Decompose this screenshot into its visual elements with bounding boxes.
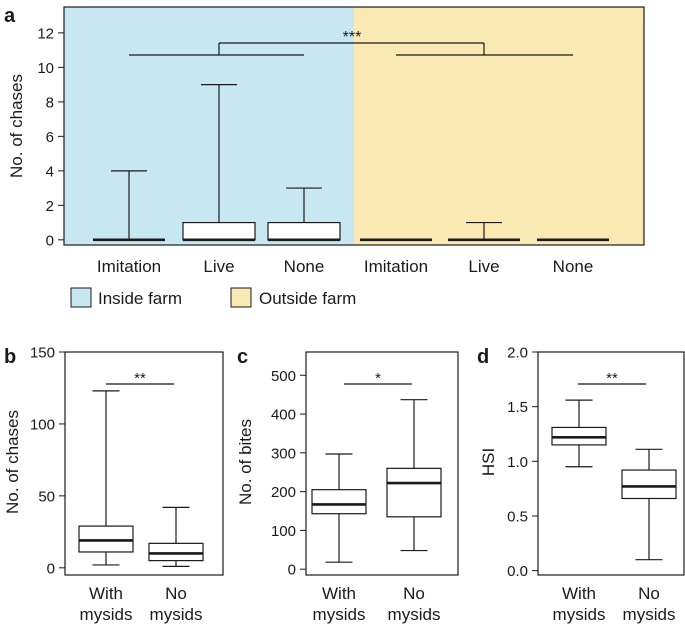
panel-b-ytick-label: 100 xyxy=(30,416,55,433)
outside-farm-background xyxy=(354,7,644,245)
panel-b-ytick-label: 0 xyxy=(47,560,55,577)
panel-b-x2-line1: No xyxy=(165,584,187,603)
panel-c-box-1 xyxy=(386,399,442,552)
panel-a-xtick-label: Imitation xyxy=(97,257,161,276)
panel-c-letter: c xyxy=(237,346,248,368)
legend-label-inside-farm: Inside farm xyxy=(98,289,182,308)
panel-a-xtick-label: Live xyxy=(203,257,234,276)
panel-a-ytick-label: 10 xyxy=(37,60,54,77)
panel-a-ytick-label: 0 xyxy=(46,232,54,249)
panel-b-ytick-label: 50 xyxy=(38,488,55,505)
panel-a-xtick-label: None xyxy=(553,257,594,276)
panel-b-frame xyxy=(64,351,224,576)
panel-c-x2-line2: mysids xyxy=(388,605,441,624)
panel-a-yticks: 0 2 4 6 8 10 12 xyxy=(37,25,64,249)
panel-a-box-0 xyxy=(93,170,165,242)
legend-swatch-outside-farm xyxy=(230,287,252,308)
panel-a-xtick-label: Imitation xyxy=(364,257,428,276)
panel-b-boxes xyxy=(78,390,204,567)
panel-b-x2-line2: mysids xyxy=(150,605,203,624)
panel-d: d HSI 0.00.51.01.52.0 ** With mysids No … xyxy=(477,345,685,624)
iqr-box xyxy=(182,221,256,241)
panel-a-ytick-label: 8 xyxy=(46,94,54,111)
panel-d-yticks: 0.0 0.5 1.0 1.5 2.0 xyxy=(507,345,538,580)
panel-a-box-1 xyxy=(182,84,256,242)
panel-d-ytick-label: 1.5 xyxy=(507,399,528,416)
panel-b-yticks: 0 50 100 150 xyxy=(30,345,65,577)
panel-b-significance-label: ** xyxy=(134,370,146,387)
iqr-box xyxy=(267,221,341,241)
panel-b-letter: b xyxy=(4,346,16,368)
panel-d-x1-line1: With xyxy=(562,584,596,603)
panel-a: a No. of chases 0 2 4 6 8 10 12 Imitation Live N… xyxy=(4,5,645,308)
panel-c-ytick-label: 500 xyxy=(271,368,296,385)
panel-d-letter: d xyxy=(477,346,489,368)
panel-c-yticks: 0 100 200 300 400 500 xyxy=(271,368,306,579)
panel-b-ytick-label: 150 xyxy=(30,345,55,362)
iqr-box xyxy=(386,467,442,518)
panel-c-x1-line1: With xyxy=(322,584,356,603)
panel-d-ytick-label: 1.0 xyxy=(507,454,528,471)
panel-c-box-0 xyxy=(311,453,367,563)
panel-a-ytick-label: 2 xyxy=(46,198,54,215)
iqr-box xyxy=(621,469,677,500)
panel-c-ytick-label: 300 xyxy=(271,445,296,462)
panel-c-ytick-label: 200 xyxy=(271,484,296,501)
iqr-box xyxy=(78,525,134,553)
panel-c-ylabel: No. of bites xyxy=(236,419,255,505)
panel-b-x1-line2: mysids xyxy=(80,605,133,624)
iqr-box xyxy=(311,489,367,515)
panel-c: c No. of bites 0 100 200 300 400 500 * With m… xyxy=(236,346,459,624)
panel-b-x1-line1: With xyxy=(89,584,123,603)
panel-a-ylabel: No. of chases xyxy=(7,74,26,178)
panel-c-boxes xyxy=(311,399,442,563)
panel-c-ytick-label: 100 xyxy=(271,523,296,540)
panel-a-significance-bracket: *** xyxy=(129,29,573,56)
panel-c-ytick-label: 400 xyxy=(271,407,296,424)
legend-label-outside-farm: Outside farm xyxy=(259,289,356,308)
iqr-box xyxy=(148,542,204,562)
panel-d-ytick-label: 0.0 xyxy=(507,563,528,580)
legend: Inside farm Outside farm xyxy=(70,287,356,308)
panel-c-x1-line2: mysids xyxy=(313,605,366,624)
inside-farm-background xyxy=(64,7,354,245)
panel-a-box-2 xyxy=(267,187,341,242)
panel-a-xlabels: Imitation Live None Imitation Live None xyxy=(97,257,593,276)
panel-c-frame xyxy=(305,351,459,576)
panel-d-frame xyxy=(537,351,685,576)
panel-a-xtick-label: Live xyxy=(468,257,499,276)
panel-d-x1-line2: mysids xyxy=(553,605,606,624)
panel-c-x2-line1: No xyxy=(403,584,425,603)
panel-d-significance-label: ** xyxy=(606,370,618,387)
panel-d-ylabel: HSI xyxy=(479,448,498,476)
panel-a-significance-label: *** xyxy=(343,29,362,46)
panel-a-box-4 xyxy=(448,221,520,242)
panel-d-x2-line1: No xyxy=(638,584,660,603)
panel-b-box-0 xyxy=(78,390,134,566)
panel-a-boxes xyxy=(93,84,609,242)
panel-b-ylabel: No. of chases xyxy=(3,410,22,514)
panel-a-letter: a xyxy=(4,5,16,27)
panel-c-significance-label: * xyxy=(375,370,381,387)
panel-a-ytick-label: 4 xyxy=(46,163,54,180)
panel-d-ytick-label: 0.5 xyxy=(507,508,528,525)
panel-d-x2-line2: mysids xyxy=(623,605,676,624)
panel-d-ytick-label: 2.0 xyxy=(507,345,528,362)
panel-a-xtick-label: None xyxy=(284,257,325,276)
panel-a-ytick-label: 12 xyxy=(37,25,54,42)
panel-b-box-1 xyxy=(148,506,204,567)
panel-b: b No. of chases 0 50 100 150 ** With mysids… xyxy=(3,345,224,624)
legend-swatch-inside-farm xyxy=(70,287,92,308)
panel-d-box-1 xyxy=(621,448,677,561)
panel-a-ytick-label: 6 xyxy=(46,129,54,146)
panel-a-frame xyxy=(63,6,645,246)
panel-d-boxes xyxy=(551,399,677,561)
panel-c-ytick-label: 0 xyxy=(288,562,296,579)
panel-d-box-0 xyxy=(551,399,607,468)
